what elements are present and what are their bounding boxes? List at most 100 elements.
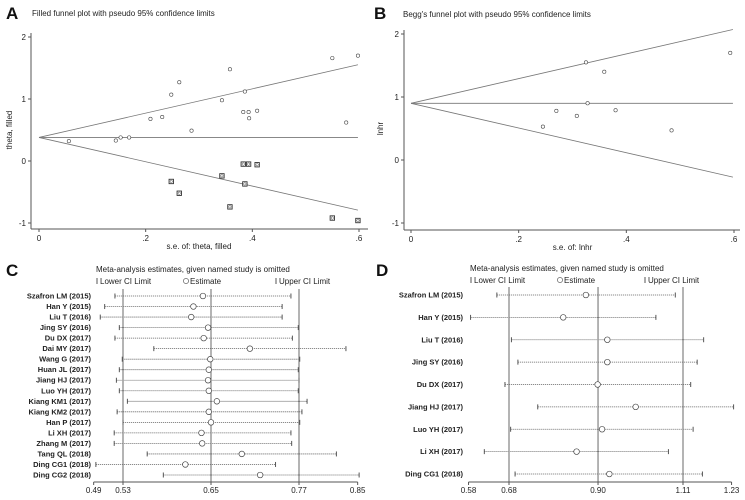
filled-study-marker [228, 205, 232, 209]
panel-a: A [6, 4, 368, 232]
estimate-marker [598, 426, 606, 433]
study-row [122, 419, 301, 426]
x-tick-label: .4 [249, 234, 256, 243]
estimate-marker [205, 387, 212, 394]
x-tick-label: 0.85 [350, 486, 366, 495]
lower-confidence-limit-line [410, 102, 734, 178]
x-tick-label: 0.90 [590, 486, 606, 495]
estimate-marker [199, 292, 207, 300]
legend-lower-ci-label: Lower CI Limit [100, 277, 152, 286]
study-row [118, 324, 299, 331]
x-tick-label: 0.58 [461, 486, 477, 495]
study-point [247, 116, 252, 121]
lower-confidence-limit-line [38, 137, 359, 211]
study-point [669, 128, 674, 133]
study-label: Tang QL (2018) [38, 449, 92, 458]
y-tick-label: -1 [19, 219, 27, 228]
legend-upper-ci-label: Upper CI Limit [648, 276, 700, 285]
estimate-marker [213, 398, 221, 405]
estimate-marker [560, 314, 567, 321]
study-row [118, 387, 299, 394]
x-tick-label: 0.65 [203, 486, 219, 495]
filled-study-marker [243, 182, 247, 186]
study-point [219, 98, 224, 103]
filled-study-marker [255, 163, 259, 167]
study-point [177, 80, 182, 85]
study-point [728, 50, 733, 55]
study-row [113, 429, 292, 437]
y-axis-label: lnhr [376, 121, 385, 135]
study-point [355, 53, 360, 58]
study-point [602, 69, 607, 74]
study-label: Jing SY (2016) [412, 358, 464, 367]
study-label: Liu T (2016) [421, 335, 463, 344]
study-row [116, 408, 303, 415]
study-row [146, 450, 337, 458]
study-point [242, 89, 247, 94]
x-tick-label: .4 [623, 235, 630, 244]
study-row [121, 356, 301, 363]
estimate-marker [604, 358, 611, 366]
estimate-marker [256, 471, 264, 479]
study-point [344, 120, 349, 125]
x-tick-label: 0.77 [291, 486, 307, 495]
study-label: Li XH (2017) [48, 428, 91, 437]
estimate-marker [204, 324, 212, 331]
study-row [99, 313, 283, 321]
study-point [227, 67, 232, 72]
chart-title: Meta-analysis estimates, given named stu… [96, 265, 290, 274]
x-tick-label: .6 [731, 235, 738, 244]
y-tick-label: 0 [395, 156, 400, 165]
x-tick-label: 0 [37, 234, 42, 243]
study-point [189, 128, 194, 133]
estimate-marker [246, 345, 254, 352]
estimate-marker [238, 450, 245, 458]
estimate-marker [573, 448, 580, 455]
x-axis-label: s.e. of: theta, filled [167, 242, 232, 251]
study-row [95, 461, 277, 468]
study-label: Ding CG2 (2018) [33, 471, 91, 480]
study-row [104, 303, 283, 310]
study-label: Dai MY (2017) [42, 344, 91, 353]
estimate-marker [188, 313, 195, 321]
estimate-marker [205, 366, 212, 373]
study-point [66, 139, 71, 144]
estimate-marker [632, 403, 639, 411]
study-label: Li XH (2017) [420, 447, 463, 456]
study-label: Du DX (2017) [417, 380, 464, 389]
study-label: Szafron LM (2015) [399, 291, 464, 300]
panel-b: B [374, 4, 740, 233]
filled-study-marker [330, 216, 334, 220]
study-label: Han P (2017) [46, 418, 91, 427]
estimate-marker [198, 429, 205, 437]
estimate-marker [207, 419, 215, 426]
study-label: Luo YH (2017) [413, 425, 463, 434]
study-row [114, 334, 293, 342]
x-tick-label: 1.23 [724, 486, 740, 495]
study-point [169, 92, 174, 97]
study-label: Wang G (2017) [39, 355, 91, 364]
study-point [118, 135, 123, 140]
study-row [470, 314, 657, 321]
legend-estimate-marker [183, 278, 189, 284]
estimate-marker [205, 408, 212, 415]
estimate-marker [199, 440, 206, 447]
study-label: Kiang KM1 (2017) [28, 397, 91, 406]
study-row [115, 377, 300, 384]
study-point [255, 108, 260, 113]
study-point [540, 124, 545, 129]
estimate-marker [190, 303, 197, 310]
study-row [510, 426, 694, 433]
legend-estimate-label: Estimate [190, 277, 222, 286]
study-label: Jing SY (2016) [40, 323, 92, 332]
estimate-marker [594, 381, 601, 388]
study-point [113, 138, 118, 143]
panel-label: C [6, 261, 18, 280]
x-tick-label: .6 [356, 234, 363, 243]
study-label: Luo YH (2017) [41, 386, 91, 395]
y-tick-label: 1 [22, 95, 27, 104]
study-row [113, 440, 293, 447]
study-point [160, 114, 165, 119]
filled-study-marker [356, 219, 360, 222]
